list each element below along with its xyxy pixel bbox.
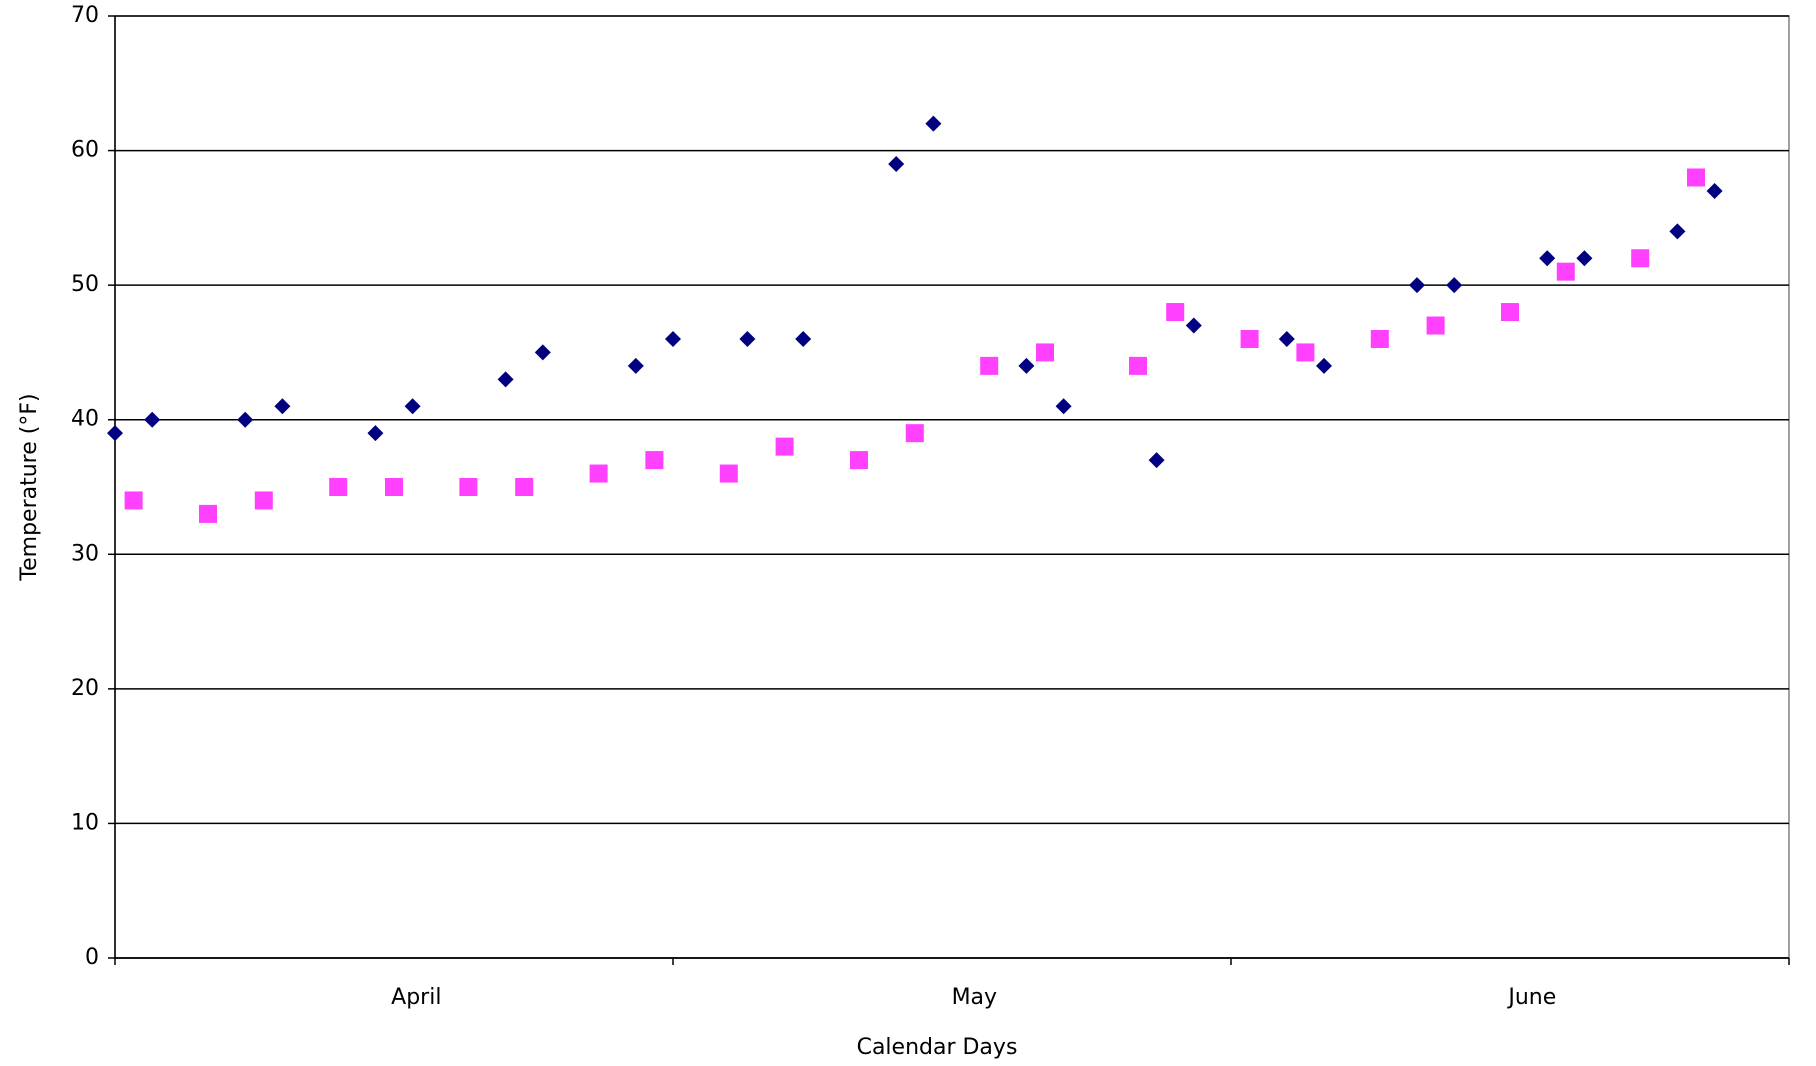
data-point [1055, 398, 1072, 415]
data-point [515, 478, 534, 496]
y-tick-label: 0 [85, 945, 99, 970]
data-point [1556, 262, 1575, 281]
data-point [1296, 343, 1315, 362]
data-point [107, 425, 123, 442]
data-point [1426, 316, 1445, 335]
data-point [1166, 303, 1185, 322]
data-point [329, 478, 348, 496]
data-point [1687, 168, 1705, 187]
data-point [237, 411, 254, 428]
data-point [775, 437, 794, 456]
data-point [1278, 330, 1295, 347]
x-tick-label: April [391, 985, 441, 1010]
data-point [665, 330, 681, 347]
data-point [404, 398, 421, 415]
data-point [1631, 249, 1650, 268]
data-point [1018, 357, 1035, 374]
data-point [274, 398, 291, 415]
data-point [1036, 343, 1054, 362]
y-tick-label: 40 [71, 407, 99, 432]
data-point [905, 424, 924, 443]
data-point [719, 464, 738, 483]
plot-frame [114, 15, 1790, 959]
y-tick-label: 60 [71, 138, 99, 163]
data-point [850, 451, 868, 470]
data-point [1706, 182, 1723, 199]
data-point [1148, 452, 1165, 469]
data-point [1409, 277, 1425, 294]
data-point [645, 451, 664, 470]
data-point [925, 115, 942, 132]
data-point [1501, 303, 1519, 322]
data-point [1185, 317, 1202, 334]
data-point [385, 478, 403, 496]
y-tick-label: 50 [71, 272, 99, 297]
data-point [980, 356, 999, 375]
data-point [795, 330, 812, 347]
data-point [589, 464, 608, 483]
data-point [1576, 250, 1593, 267]
data-point [739, 330, 756, 347]
data-point [534, 344, 551, 361]
y-tick-label: 20 [71, 676, 99, 701]
data-point [627, 357, 644, 374]
data-point [1129, 356, 1147, 375]
y-tick-label: 10 [71, 810, 99, 835]
data-point [1240, 329, 1259, 348]
data-point [888, 156, 905, 173]
y-tick-label: 30 [71, 541, 99, 566]
data-point [124, 491, 143, 510]
data-point [1539, 250, 1556, 267]
data-point [497, 371, 514, 388]
data-point [1669, 223, 1686, 240]
y-tick-label: 70 [71, 3, 99, 28]
data-point [459, 478, 478, 496]
data-point [1446, 277, 1463, 294]
x-axis-label: Calendar Days [857, 1035, 1018, 1060]
y-axis-label: Temperature (°F) [17, 393, 42, 581]
x-tick-label: June [1506, 985, 1556, 1010]
data-point [367, 425, 384, 442]
data-point [1316, 357, 1332, 374]
data-point [1370, 329, 1389, 348]
data-point [199, 504, 217, 523]
data-point [144, 411, 161, 428]
data-point [254, 491, 273, 510]
x-tick-label: May [952, 985, 997, 1010]
